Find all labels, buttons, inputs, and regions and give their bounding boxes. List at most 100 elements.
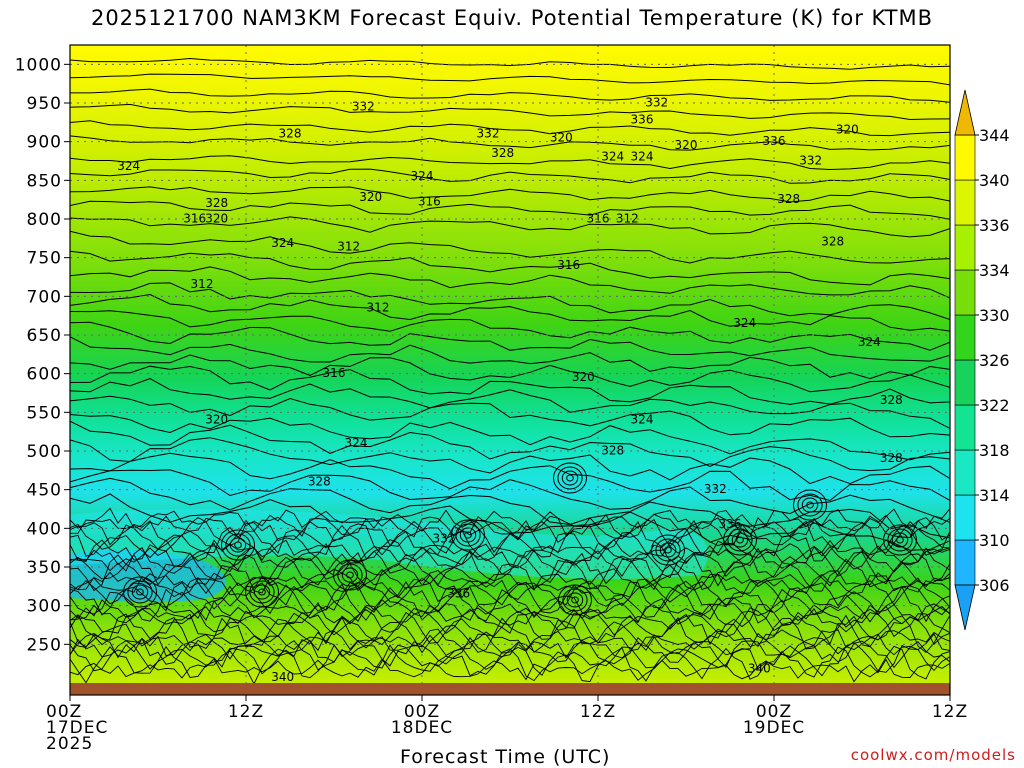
contour-ring (736, 536, 744, 544)
contour-line (70, 553, 950, 595)
contour-label: 332 (645, 96, 668, 110)
y-tick-label: 350 (27, 558, 62, 578)
colorbar-label: 318 (979, 441, 1010, 460)
contour-ring (464, 531, 472, 539)
contour-line (70, 644, 950, 683)
y-tick-label: 900 (27, 133, 62, 153)
contour-line (70, 477, 950, 539)
contour-line (70, 57, 950, 70)
contour-label: 320 (836, 123, 859, 137)
contour-label: 320 (205, 212, 228, 226)
contour-ring (793, 489, 827, 521)
contour-line (70, 155, 950, 171)
colorbar-label: 314 (979, 486, 1010, 505)
plot-border (69, 44, 951, 696)
x-tick-label: 12Z (580, 702, 616, 722)
contour-line (70, 628, 950, 652)
contour-line (70, 250, 950, 286)
y-tick-label: 850 (27, 171, 62, 191)
contour-label: 324 (631, 413, 654, 427)
contour-label: 320 (675, 138, 698, 152)
contour-label: 336 (719, 517, 742, 531)
plot-area: 340 340 336 336 332 332 328 328 328 328 324 324 324 3… (70, 45, 950, 683)
contour-ring (723, 524, 757, 556)
contour-label: 332 (477, 126, 500, 140)
contour-line (70, 135, 950, 151)
contour-ring (557, 466, 583, 490)
contour-label: 316 (183, 212, 206, 226)
contour-label: 324 (631, 150, 654, 164)
x-tick-label: 12Z (932, 702, 968, 722)
contour-label: 336 (631, 113, 654, 127)
contour-line (70, 469, 950, 523)
contour-line (70, 631, 950, 660)
contour-ring (896, 536, 904, 544)
contour-ring (346, 571, 354, 579)
contour-line (70, 282, 950, 320)
contour-line (70, 186, 950, 203)
contour-line (70, 524, 950, 562)
contour-ring (887, 528, 913, 552)
colorbar-label: 330 (979, 306, 1010, 325)
contour-label: 328 (308, 474, 331, 488)
contour-line (70, 452, 950, 502)
contour-label: 324 (601, 150, 624, 164)
contour-ring (553, 462, 587, 494)
colorbar-over-arrow (954, 89, 976, 136)
contour-ring (123, 576, 157, 608)
contour-label: 312 (367, 300, 390, 314)
contour-label: 312 (616, 212, 639, 226)
contour-ring (455, 523, 481, 547)
y-tick-label: 950 (27, 94, 62, 114)
contour-ring (655, 538, 681, 562)
contour-line (70, 545, 950, 577)
contour-label: 328 (880, 393, 903, 407)
contour-label: 324 (271, 236, 294, 250)
contour-line (70, 88, 950, 103)
contour-label: 324 (733, 316, 756, 330)
contour-label: 328 (777, 192, 800, 206)
colorbar-label: 334 (979, 261, 1010, 280)
contour-ring (883, 524, 917, 556)
contour-label: 328 (821, 235, 844, 249)
contour-line (70, 168, 950, 184)
contour-label: 328 (205, 196, 228, 210)
contour-line (70, 73, 950, 86)
y-tick-label: 550 (27, 403, 62, 423)
contour-line (70, 293, 950, 332)
contour-ring (136, 588, 144, 596)
colorbar-band (954, 224, 976, 271)
y-tick-label: 250 (27, 635, 62, 655)
chart-title: 2025121700 NAM3KM Forecast Equiv. Potent… (90, 6, 934, 30)
contour-ring (221, 529, 255, 561)
colorbar-band (954, 539, 976, 586)
contour-label: 328 (880, 451, 903, 465)
contour-label: 340 (748, 662, 771, 676)
plot-frame (69, 44, 951, 696)
contour-line (70, 437, 950, 485)
y-tick-label: 750 (27, 249, 62, 269)
colorbar-label: 322 (979, 396, 1010, 415)
contour-ring (566, 474, 574, 482)
contour-line (70, 266, 950, 299)
contour-label: 332 (352, 99, 375, 113)
contour-line (70, 551, 950, 587)
x-tick-label: 00Z (46, 702, 82, 722)
contour-label: 320 (205, 413, 228, 427)
contour-label: 324 (858, 335, 881, 349)
contour-label: 332 (799, 154, 822, 168)
contour-ring (806, 501, 814, 509)
y-tick-label: 650 (27, 326, 62, 346)
contour-ring (891, 532, 909, 548)
contour-label: 324 (411, 169, 434, 183)
contour-label: 328 (601, 444, 624, 458)
watermark: coolwx.com/models (850, 746, 1016, 764)
contour-ring (562, 588, 588, 612)
colorbar-label: 336 (979, 216, 1010, 235)
colorbar-band (954, 134, 976, 181)
contour-line (70, 310, 950, 351)
contour-line (70, 538, 950, 563)
contour-label: 332 (433, 532, 456, 546)
y-tick-label: 800 (27, 210, 62, 230)
